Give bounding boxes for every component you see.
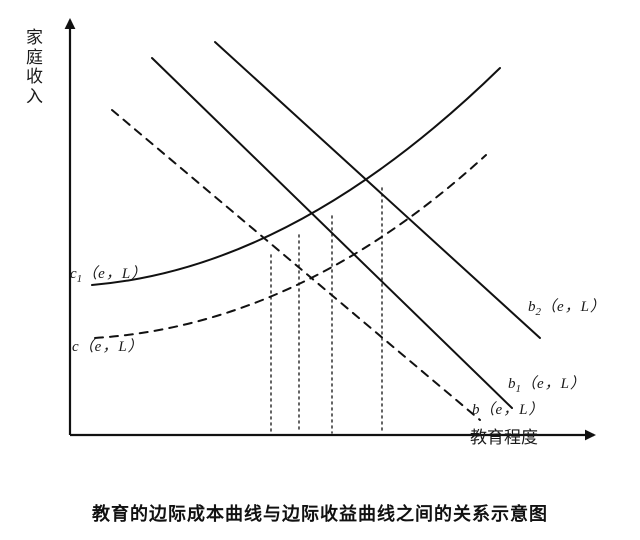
curve-label-c1: c1（e，L） (70, 262, 147, 285)
curve-label-b: b（e，L） (472, 398, 545, 419)
curve-label-b1: b1（e，L） (508, 372, 586, 395)
x-axis-label: 教育程度 (470, 428, 538, 448)
curve-label-b2: b2（e，L） (528, 295, 606, 318)
figure: 家庭收入 教育程度 c1（e，L） c（e，L） b2（e，L） b1（e，L）… (0, 0, 640, 540)
curve-label-c: c（e，L） (72, 335, 144, 356)
figure-caption: 教育的边际成本曲线与边际收益曲线之间的关系示意图 (0, 500, 640, 526)
y-axis-label: 家庭收入 (26, 28, 43, 106)
